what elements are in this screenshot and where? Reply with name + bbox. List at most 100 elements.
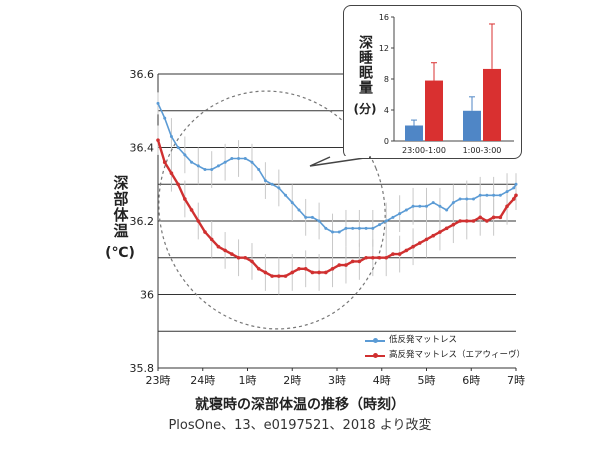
data-point-high	[324, 270, 328, 275]
data-point-high	[263, 270, 268, 275]
data-point-high	[196, 219, 201, 223]
y-tick-label: 36.4	[130, 142, 155, 155]
data-point-low	[411, 204, 415, 208]
data-point-high	[391, 252, 395, 256]
data-point-high	[203, 230, 207, 234]
data-point-low	[371, 226, 375, 230]
y-tick-label: 36.6	[130, 68, 155, 81]
y-tick-label: 36.2	[130, 215, 155, 228]
data-point-low	[277, 186, 281, 190]
data-point-high	[189, 208, 194, 212]
data-point-high	[270, 274, 274, 278]
data-point-high	[250, 259, 254, 264]
data-point-high	[438, 230, 442, 234]
data-point-high	[431, 233, 436, 238]
data-point-high	[297, 266, 301, 271]
legend: 低反発マットレス 高反発マットレス（エアウィーヴ）	[365, 333, 525, 363]
data-point-high	[236, 255, 241, 260]
data-point-low	[364, 226, 368, 230]
x-tick-label: 2時	[283, 374, 301, 387]
legend-label-high: 高反発マットレス（エアウィーヴ）	[389, 350, 526, 360]
data-point-high	[397, 252, 402, 256]
data-point-low	[230, 157, 234, 161]
data-point-low	[398, 212, 402, 216]
inset-y-axis-label: 深睡眠量 (分)	[352, 35, 378, 117]
data-point-low	[337, 230, 341, 234]
data-point-high	[364, 255, 368, 260]
data-point-high	[243, 255, 248, 260]
highlight-ellipse	[158, 90, 386, 330]
data-point-high	[230, 252, 234, 256]
data-point-low	[331, 230, 335, 234]
y-tick-label: 35.8	[130, 362, 155, 375]
data-point-low	[404, 208, 408, 212]
x-tick-label: 7時	[507, 374, 525, 387]
grid-lines	[157, 73, 516, 369]
data-point-high	[317, 270, 321, 275]
data-point-low	[431, 201, 435, 205]
x-tick-labels: 23時 24時 1時 2時 3時 4時 5時 6時 7時	[146, 368, 525, 387]
data-point-high	[451, 222, 456, 227]
data-point-high	[283, 274, 288, 278]
data-point-high	[444, 226, 449, 231]
data-point-high	[377, 255, 382, 260]
data-point-high	[277, 274, 281, 278]
data-point-high	[357, 259, 362, 264]
data-point-high	[464, 219, 469, 223]
data-point-high	[384, 255, 389, 260]
data-point-low	[498, 193, 502, 197]
data-point-high	[514, 193, 518, 198]
x-tick-label: 4時	[373, 374, 391, 387]
data-point-high	[498, 215, 503, 220]
data-point-low	[270, 182, 274, 186]
data-point-low	[243, 157, 247, 161]
data-point-low	[514, 182, 518, 186]
data-point-high	[424, 237, 429, 242]
data-point-high	[505, 204, 509, 209]
legend-swatch-low	[365, 338, 385, 343]
data-point-low	[478, 193, 482, 197]
data-point-high	[303, 266, 308, 271]
data-point-low	[391, 215, 395, 219]
y-axis-unit: (℃)	[105, 245, 135, 261]
y-tick-labels: 36.6 36.4 36.2 36 35.8	[130, 68, 155, 375]
data-point-low	[505, 190, 509, 194]
data-point-low	[465, 197, 469, 201]
data-point-high	[290, 270, 295, 275]
x-tick-label: 6時	[462, 374, 480, 387]
data-point-low	[257, 168, 261, 172]
data-point-low	[310, 215, 314, 219]
data-point-low	[512, 186, 516, 190]
x-tick-label: 24時	[190, 374, 215, 387]
data-point-low	[203, 168, 207, 172]
inset-y-axis-title: 深睡眠量	[357, 35, 373, 95]
data-point-high	[310, 270, 315, 275]
y-axis-title: 深部体温	[111, 175, 130, 239]
data-point-high	[471, 219, 476, 223]
data-point-low	[284, 193, 288, 197]
data-point-low	[176, 146, 180, 149]
source-citation: PlosOne、13、e0197521、2018 より改変	[168, 418, 432, 433]
data-point-high	[209, 237, 214, 242]
data-point-low	[190, 160, 194, 164]
data-point-high	[491, 215, 496, 220]
x-tick-label: 5時	[418, 374, 436, 387]
data-point-high	[176, 182, 180, 187]
data-point-low	[169, 134, 173, 138]
data-point-low	[263, 179, 267, 183]
data-point-high	[216, 244, 221, 249]
data-point-low	[290, 201, 294, 205]
data-point-low	[425, 204, 428, 208]
data-point-high	[458, 219, 462, 223]
data-point-low	[210, 168, 214, 172]
data-point-high	[411, 244, 415, 249]
data-point-high	[162, 160, 167, 164]
data-point-low	[351, 226, 355, 230]
x-axis-title: 就寝時の深部体温の推移（時刻）	[195, 397, 405, 413]
data-point-high	[511, 197, 516, 201]
data-point-high	[350, 259, 355, 264]
data-point-high	[156, 138, 160, 142]
data-point-high	[417, 241, 422, 245]
data-point-low	[304, 215, 308, 219]
